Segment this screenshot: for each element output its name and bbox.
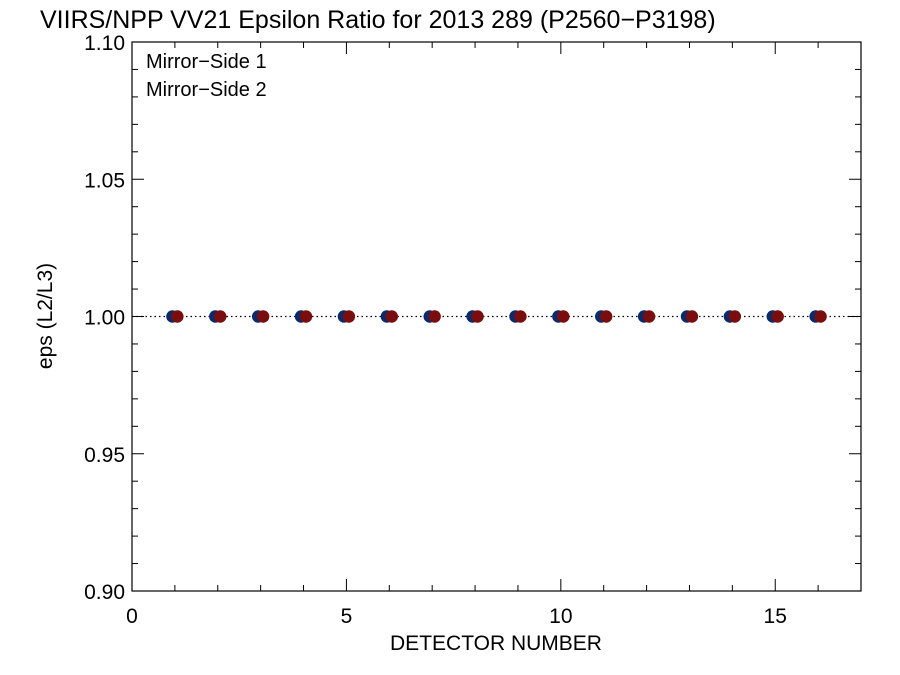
data-point-series-2 [728,310,742,323]
data-point-series-2 [642,310,656,323]
data-point-series-2 [171,310,184,323]
y-tick-label: 1.10 [84,32,125,55]
data-point-series-2 [428,310,441,323]
axis-ticks: 0 5 10 15 0.90 0.95 1.00 1.05 1.10 [84,32,862,628]
data-point-series-2 [600,310,613,323]
data-point-series-2 [814,310,827,323]
y-tick-label: 0.90 [84,581,125,604]
y-axis-label: eps (L2/L3) [34,263,57,369]
legend-entry-mirror-side-1: Mirror−Side 1 [146,51,267,73]
x-axis-label: DETECTOR NUMBER [390,632,602,655]
data-point-series-2 [214,310,227,323]
data-point-series-2 [471,310,484,323]
data-point-series-2 [771,310,784,323]
data-point-series-2 [299,310,313,323]
data-point-series-2 [256,310,270,323]
y-tick-label: 1.05 [84,169,125,192]
data-point-series-2 [557,310,570,323]
x-tick-label: 0 [126,605,138,628]
legend-entry-mirror-side-2: Mirror−Side 2 [146,79,267,101]
y-tick-label: 1.00 [84,307,125,330]
data-points [166,310,827,323]
x-tick-label: 15 [764,605,787,628]
data-point-series-2 [685,310,699,323]
chart-title: VIIRS/NPP VV21 Epsilon Ratio for 2013 28… [40,6,716,34]
data-point-series-2 [385,310,398,323]
x-tick-label: 10 [549,605,572,628]
y-tick-label: 0.95 [84,444,125,467]
x-tick-label: 5 [341,605,353,628]
data-point-series-2 [342,310,356,323]
data-point-series-2 [514,310,527,323]
